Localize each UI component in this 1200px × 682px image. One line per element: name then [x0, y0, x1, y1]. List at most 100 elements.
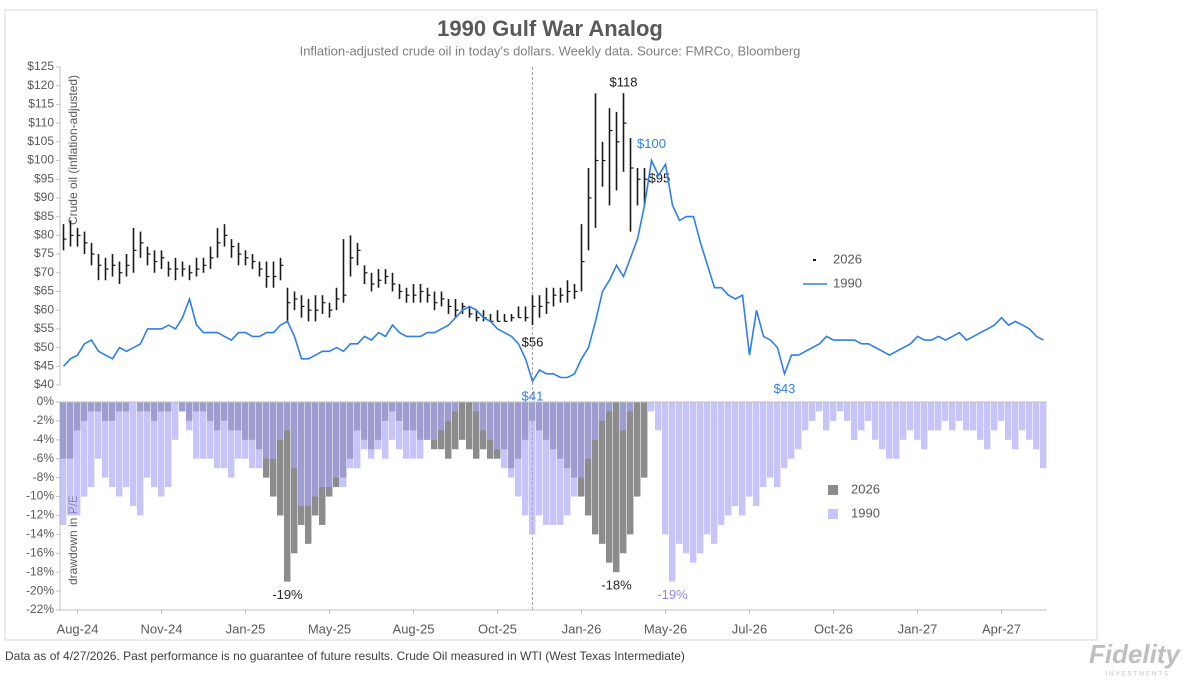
- x-tick-label: Aug-25: [393, 621, 435, 636]
- bar: [130, 402, 137, 506]
- bar: [242, 402, 249, 459]
- bar: [592, 402, 599, 535]
- bar: [179, 402, 186, 412]
- y-tick-label: $115: [28, 97, 54, 111]
- bar: [690, 402, 697, 563]
- bar: [158, 402, 165, 497]
- bar: [648, 402, 655, 412]
- bar: [998, 402, 1005, 421]
- bar: [774, 402, 781, 488]
- y-tick-label: $60: [34, 302, 54, 316]
- bar: [795, 402, 802, 450]
- y-tick-label: $120: [27, 78, 54, 92]
- bar: [809, 402, 816, 421]
- data-label: -19%: [272, 587, 303, 602]
- bar: [200, 402, 207, 459]
- bar: [263, 402, 270, 459]
- bar: [277, 402, 284, 440]
- bar: [305, 402, 312, 506]
- bar: [228, 402, 235, 478]
- bar: [1019, 402, 1026, 431]
- bar: [375, 402, 382, 450]
- y-tick-label: $40: [34, 377, 54, 391]
- legend-marker: [828, 485, 838, 495]
- bar: [844, 402, 851, 421]
- legend-label: 1990: [833, 275, 862, 290]
- bar: [487, 402, 494, 440]
- y-tick-label: -14%: [26, 527, 54, 541]
- chart-subtitle: Inflation-adjusted crude oil in today's …: [300, 43, 801, 58]
- bar: [732, 402, 739, 506]
- bar: [284, 402, 291, 431]
- y-tick-label: -18%: [26, 564, 54, 578]
- bar: [333, 402, 340, 478]
- bar: [711, 402, 718, 544]
- bar: [1005, 402, 1012, 440]
- bar: [599, 402, 606, 544]
- x-tick-label: Jan-26: [562, 621, 602, 636]
- bar: [900, 402, 907, 440]
- bar: [977, 402, 984, 440]
- bar: [984, 402, 991, 450]
- bar: [543, 402, 550, 525]
- bar: [970, 402, 977, 431]
- bar: [417, 402, 424, 459]
- bar: [284, 402, 291, 582]
- y-tick-label: $45: [34, 358, 54, 372]
- bar: [767, 402, 774, 478]
- bar: [340, 402, 347, 488]
- bar: [606, 402, 613, 563]
- bar: [823, 402, 830, 431]
- bar: [396, 402, 403, 450]
- bar: [627, 402, 634, 535]
- bar: [81, 402, 88, 497]
- chart-frame: [4, 9, 1098, 641]
- bar: [144, 402, 151, 478]
- bar: [235, 402, 242, 459]
- y-tick-label: $100: [27, 153, 54, 167]
- bar: [676, 402, 683, 544]
- y-tick-label: $110: [28, 115, 54, 129]
- bar: [816, 402, 823, 412]
- bar: [599, 402, 606, 421]
- bar: [473, 402, 480, 412]
- x-tick-label: Nov-24: [141, 621, 183, 636]
- bar: [788, 402, 795, 459]
- y-tick-label: $85: [34, 209, 54, 223]
- bar: [739, 402, 746, 516]
- bar: [270, 402, 277, 459]
- x-tick-label: May-25: [308, 621, 351, 636]
- bar: [872, 402, 879, 440]
- x-tick-label: Oct-26: [814, 621, 853, 636]
- bar: [760, 402, 767, 488]
- bar: [634, 402, 641, 497]
- bar: [529, 402, 536, 535]
- bar: [606, 402, 613, 412]
- bar: [186, 402, 193, 431]
- bar: [410, 402, 417, 459]
- bar: [319, 402, 326, 488]
- bar: [249, 402, 256, 469]
- bar: [256, 402, 263, 469]
- bar: [67, 402, 74, 516]
- y-axis-title: drawdown in P/E: [66, 495, 80, 585]
- y-tick-label: $50: [34, 340, 54, 354]
- y-tick-label: $80: [34, 228, 54, 242]
- bar: [879, 402, 886, 450]
- y-tick-label: $55: [34, 321, 54, 335]
- bar: [165, 402, 172, 488]
- x-tick-label: Apr-27: [982, 621, 1021, 636]
- bar: [452, 402, 459, 412]
- y-tick-label: $70: [34, 265, 54, 279]
- bar: [214, 402, 221, 469]
- logo-subtext: INVESTMENTS: [1105, 672, 1170, 678]
- bar: [669, 402, 676, 582]
- bar: [494, 402, 501, 450]
- bar: [123, 402, 130, 488]
- bar: [277, 402, 284, 516]
- chart-title: 1990 Gulf War Analog: [437, 16, 663, 41]
- bar: [718, 402, 725, 525]
- x-tick-label: Oct-25: [478, 621, 517, 636]
- bar: [438, 402, 445, 431]
